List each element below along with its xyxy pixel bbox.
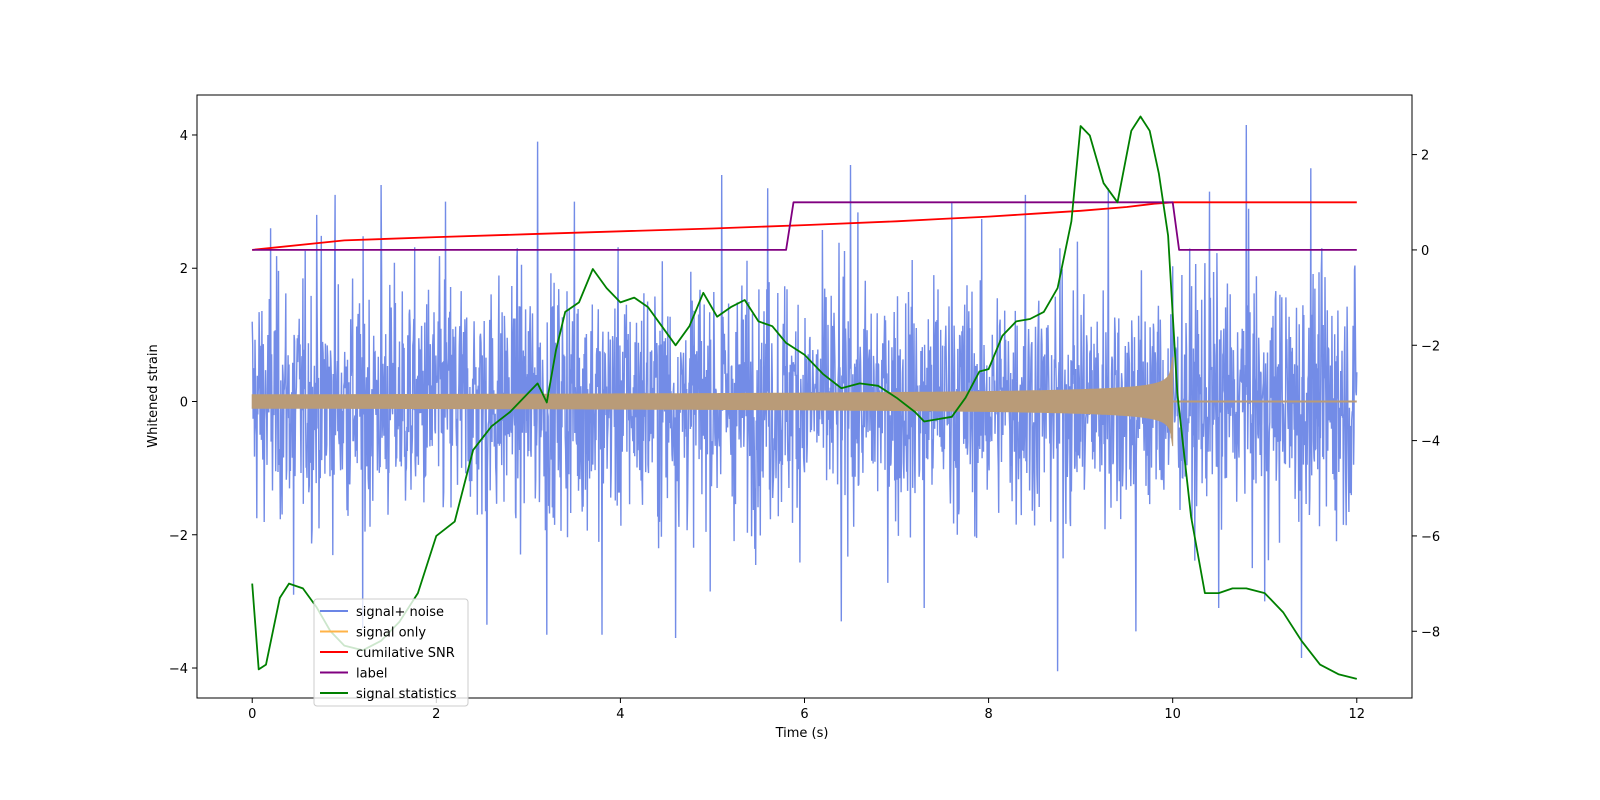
y-tick-label: 4	[180, 129, 188, 144]
series-signal-noise-line	[251, 124, 1358, 672]
legend-label: signal statistics	[356, 687, 457, 702]
legend-box	[313, 598, 469, 707]
x-tick-label: 12	[1348, 707, 1365, 722]
y2-tick-label: 0	[1421, 244, 1429, 259]
y-axis-label: Whitened strain	[146, 344, 161, 447]
series-layer	[251, 115, 1358, 680]
y2-tick-label: −6	[1421, 530, 1440, 545]
x-tick-label: 6	[800, 707, 808, 722]
series-cumulative-snr-line	[252, 201, 1357, 251]
x-tick-label: 8	[984, 707, 992, 722]
x-tick-label: 0	[248, 707, 256, 722]
y-tick-label: 2	[180, 262, 188, 277]
y-tick-label: −2	[169, 529, 188, 544]
x-tick-label: 10	[1164, 707, 1181, 722]
x-tick-label: 2	[432, 707, 440, 722]
y-tick-label: 0	[180, 395, 188, 410]
legend-label: signal only	[356, 626, 426, 641]
legend: signal+ noise signal only cumilative SNR la…	[313, 598, 469, 707]
y-axis-right: −8 −6 −4 −2 0 2	[1412, 149, 1440, 640]
y2-tick-label: −8	[1421, 625, 1440, 640]
series-signal-statistics-line	[251, 115, 1358, 680]
y-tick-label: −4	[169, 662, 188, 677]
legend-label: label	[356, 667, 387, 682]
x-axis-label: Time (s)	[775, 726, 829, 741]
legend-label: signal+ noise	[356, 605, 444, 620]
series-label-line	[252, 201, 1357, 251]
y-axis-left: −4 −2 0 2 4	[169, 129, 197, 677]
y2-tick-label: −4	[1421, 435, 1440, 450]
legend-label: cumilative SNR	[356, 646, 455, 661]
series-signal-only-band	[251, 356, 1174, 447]
x-tick-label: 4	[616, 707, 624, 722]
x-axis: 0 2 4 6 8 10 12	[248, 698, 1365, 722]
y2-tick-label: −2	[1421, 339, 1440, 354]
y2-tick-label: 2	[1421, 149, 1429, 164]
